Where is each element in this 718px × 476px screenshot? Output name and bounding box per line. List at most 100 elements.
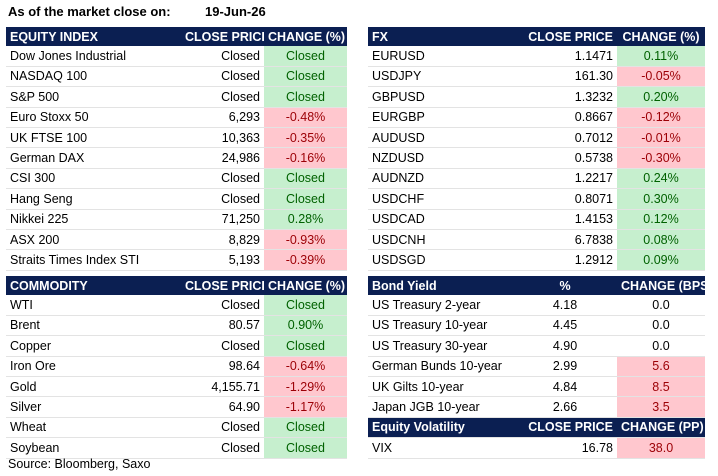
instrument-name: Brent <box>10 318 40 333</box>
change-value: 5.6 <box>617 356 705 377</box>
instrument-name: EURGBP <box>372 110 425 125</box>
table-row: Wheat Closed Closed <box>6 417 347 438</box>
instrument-name: Dow Jones Industrial <box>10 49 127 64</box>
change-value: 0.12% <box>617 209 705 230</box>
close-price: 71,250 <box>221 212 260 227</box>
change-value: -0.01% <box>617 127 705 148</box>
table-row: Copper Closed Closed <box>6 335 347 357</box>
page-title: As of the market close on: <box>8 4 171 19</box>
change-value: Closed <box>264 168 347 189</box>
close-price: 10,363 <box>221 130 260 145</box>
equity-header-row: EQUITY INDEX CLOSE PRICE CHANGE (%) <box>6 27 347 47</box>
change-value: Closed <box>264 335 347 357</box>
instrument-name: US Treasury 30-year <box>372 338 488 353</box>
instrument-name: Japan JGB 10-year <box>372 400 480 415</box>
instrument-name: Nikkei 225 <box>10 212 69 227</box>
close-price: 1.3232 <box>574 89 613 104</box>
table-row: Straits Times Index STI 5,193 -0.39% <box>6 249 347 271</box>
table-row: Gold 4,155.71 -1.29% <box>6 376 347 397</box>
column-header: CLOSE PRICE <box>513 27 617 47</box>
close-price: Closed <box>221 171 260 186</box>
instrument-name: Iron Ore <box>10 359 56 374</box>
table-row: CSI 300 Closed Closed <box>6 168 347 189</box>
table-row: USDCHF 0.8071 0.30% <box>368 188 705 210</box>
table-row: EURGBP 0.8667 -0.12% <box>368 107 705 128</box>
table-row: GBPUSD 1.3232 0.20% <box>368 86 705 108</box>
change-value: -0.30% <box>617 147 705 169</box>
change-value: 0.09% <box>617 249 705 271</box>
instrument-name: NASDAQ 100 <box>10 69 88 84</box>
close-price: 0.7012 <box>574 130 613 145</box>
column-header: CLOSE PRICE <box>513 417 617 438</box>
instrument-name: Euro Stoxx 50 <box>10 110 89 125</box>
column-header: CHANGE (BPS) <box>617 276 705 296</box>
close-price: 8,829 <box>228 232 260 247</box>
instrument-name: UK FTSE 100 <box>10 130 88 145</box>
instrument-name: USDCAD <box>372 212 425 227</box>
change-value: 0.11% <box>617 46 705 67</box>
yield-value: 2.66 <box>552 400 578 415</box>
commodity-header-row: COMMODITY CLOSE PRICE CHANGE (%) <box>6 276 347 296</box>
instrument-name: Straits Times Index STI <box>10 252 140 267</box>
instrument-name: USDCNH <box>372 232 426 247</box>
table-row: Nikkei 225 71,250 0.28% <box>6 209 347 230</box>
close-price: 5,193 <box>228 252 260 267</box>
table-row: Hang Seng Closed Closed <box>6 188 347 210</box>
change-value: -0.35% <box>264 127 347 148</box>
instrument-name: US Treasury 2-year <box>372 298 481 313</box>
close-price: 4,155.71 <box>211 379 260 394</box>
change-value: 0.20% <box>617 86 705 108</box>
fx-table: FX CLOSE PRICE CHANGE (%) EURUSD 1.1471 0.… <box>368 27 705 271</box>
change-value: -0.64% <box>264 356 347 377</box>
instrument-name: US Treasury 10-year <box>372 318 488 333</box>
source-note: Source: Bloomberg, Saxo <box>8 457 151 471</box>
close-price: 1.2912 <box>574 252 613 267</box>
instrument-name: USDSGD <box>372 252 426 267</box>
change-value: 3.5 <box>617 396 705 418</box>
instrument-name: GBPUSD <box>372 89 425 104</box>
instrument-name: VIX <box>372 440 393 455</box>
table-row: EURUSD 1.1471 0.11% <box>368 46 705 67</box>
change-value: Closed <box>264 295 347 316</box>
instrument-name: USDCHF <box>372 191 425 206</box>
volatility-header-row: Equity Volatility CLOSE PRICE CHANGE (PP… <box>368 417 705 438</box>
change-value: -0.48% <box>264 107 347 128</box>
equity-table: EQUITY INDEX CLOSE PRICE CHANGE (%) Dow … <box>6 27 347 271</box>
table-row: US Treasury 10-year 4.45 0.0 <box>368 315 705 336</box>
table-row: Soybean Closed Closed <box>6 437 347 459</box>
change-value: 0.30% <box>617 188 705 210</box>
close-price: 64.90 <box>228 400 260 415</box>
table-row: UK FTSE 100 10,363 -0.35% <box>6 127 347 148</box>
yield-value: 2.99 <box>552 359 578 374</box>
change-value: 0.90% <box>264 315 347 336</box>
close-price: 1.2217 <box>574 171 613 186</box>
column-header: Equity Volatility <box>368 417 513 438</box>
instrument-name: ASX 200 <box>10 232 60 247</box>
close-date: 19-Jun-26 <box>205 4 266 19</box>
change-value: -1.29% <box>264 376 347 397</box>
change-value: Closed <box>264 86 347 108</box>
change-value: -0.12% <box>617 107 705 128</box>
change-value: 38.0 <box>617 437 705 459</box>
close-price: Closed <box>221 298 260 313</box>
table-row: Dow Jones Industrial Closed Closed <box>6 46 347 67</box>
column-header: Bond Yield <box>368 276 513 296</box>
table-row: ASX 200 8,829 -0.93% <box>6 229 347 250</box>
column-header: FX <box>368 27 513 47</box>
column-header: CHANGE (%) <box>264 27 347 47</box>
table-row: Euro Stoxx 50 6,293 -0.48% <box>6 107 347 128</box>
close-price: 0.8071 <box>574 191 613 206</box>
instrument-name: Wheat <box>10 420 47 435</box>
table-row: AUDUSD 0.7012 -0.01% <box>368 127 705 148</box>
fx-header-row: FX CLOSE PRICE CHANGE (%) <box>368 27 705 47</box>
table-row: USDSGD 1.2912 0.09% <box>368 249 705 271</box>
table-row: AUDNZD 1.2217 0.24% <box>368 168 705 189</box>
yield-value: 4.18 <box>552 298 578 313</box>
instrument-name: USDJPY <box>372 69 422 84</box>
yield-value: 4.84 <box>552 379 578 394</box>
close-price: Closed <box>221 191 260 206</box>
close-price: Closed <box>221 69 260 84</box>
change-value: 0.24% <box>617 168 705 189</box>
column-header: CHANGE (%) <box>617 27 705 47</box>
instrument-name: Hang Seng <box>10 191 73 206</box>
